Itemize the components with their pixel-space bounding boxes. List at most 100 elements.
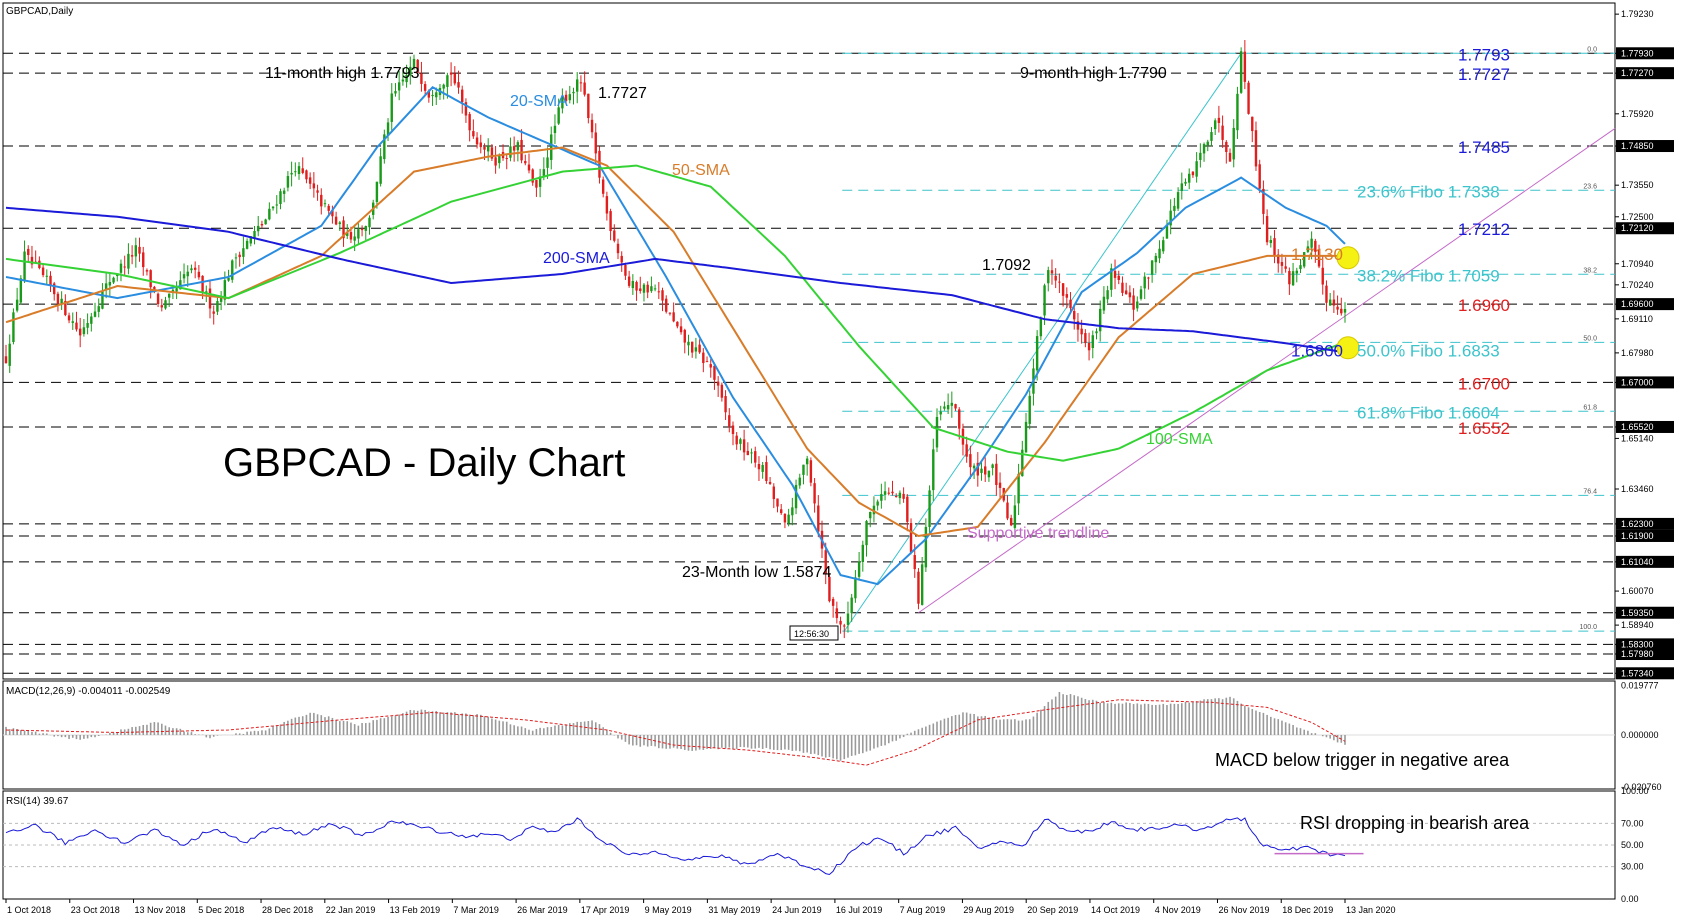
date-axis-label: 5 Dec 2018 [198,905,244,915]
price-level-box [1616,529,1674,542]
rsi-line [5,817,1346,876]
candle-body [1310,238,1313,248]
price-level-box-label: 1.65520 [1621,422,1654,432]
candle-body [357,229,360,239]
candle-body [97,306,100,312]
candle-body [1165,224,1169,239]
candle-body [227,277,230,281]
candle-body [442,84,445,89]
candle-body [891,491,894,494]
sma-cross-marker-lower [1336,336,1360,360]
price-level-box [1616,140,1674,153]
candle-body [1102,296,1106,311]
candle-body [464,102,468,116]
candle-body [409,66,412,76]
label-100-sma: 100-SMA [1146,431,1213,448]
candle-body [757,463,761,470]
candle-body [613,230,616,241]
candle-body [1280,262,1284,266]
candle-body [791,507,794,516]
price-level-box-label: 1.57980 [1621,649,1654,659]
date-axis-label: 26 Mar 2019 [517,905,568,915]
candle-body [887,492,890,494]
candle-body [1180,183,1184,191]
candle-body [568,94,571,101]
candle-body [1202,144,1206,154]
candle-body [661,290,664,301]
date-axis-label: 31 May 2019 [708,905,760,915]
candle-body [813,483,816,504]
candle-body [546,157,549,168]
candle-body [253,230,256,240]
candle-body [286,176,290,188]
candle-body [1150,260,1154,275]
candle-body [516,142,520,151]
date-axis-label: 13 Feb 2019 [390,905,441,915]
date-axis-label: 18 Dec 2019 [1282,905,1333,915]
candle-body [646,284,649,293]
candle-body [1043,285,1046,316]
candle-body [1221,125,1224,140]
price-level-box [1616,555,1674,568]
candle-body [1143,276,1146,289]
candle-body [724,396,727,413]
candle-body [635,281,638,291]
candle-body [15,299,19,311]
candle-body [323,203,327,205]
candle-body [1232,127,1235,160]
candle-body [1050,270,1054,274]
candle-body [486,146,490,152]
candle-body [1098,308,1102,332]
candle-body [995,463,998,486]
date-axis-label: 29 Aug 2019 [963,905,1014,915]
price-level-box-label: 1.62300 [1621,519,1654,529]
rsi-axis-label: 70.00 [1621,818,1644,828]
candle-body [809,460,813,483]
candle-body [946,405,950,410]
candle-body [698,344,701,353]
candle-body [650,286,653,292]
candle-body [193,267,197,270]
candle-body [1058,281,1061,283]
candle-body [1269,239,1273,244]
candle-body [865,521,868,546]
candle-body [23,251,26,281]
candle-body [275,204,278,206]
candle-body [12,312,15,343]
date-axis-label: 26 Nov 2019 [1218,905,1269,915]
sma-cross-marker-upper [1336,246,1360,270]
date-axis-label: 1 Oct 2018 [7,905,51,915]
candle-body [468,114,471,131]
sma-line-20-sma [5,86,1346,586]
price-level-box-label: 1.67000 [1621,377,1654,387]
candle-body [1154,255,1158,263]
candle-body [1188,173,1191,183]
right-level-label: 50.0% Fibo 1.6833 [1357,341,1500,360]
candle-body [594,132,597,154]
label-23-month-low: 23-Month low 1.5874 [682,564,832,581]
candle-body [368,217,371,228]
candle-body [765,462,768,482]
candle-body [279,191,282,204]
candle-body [954,404,957,409]
candle-body [1332,299,1336,306]
candle-body [386,122,390,136]
right-level-label: 61.8% Fibo 1.6604 [1357,403,1500,422]
candle-body [902,493,905,499]
candle-body [590,119,594,133]
candle-body [731,425,735,435]
candle-body [1162,240,1165,252]
candle-body [334,216,338,225]
candle-body [257,225,260,232]
candle-body [880,494,883,501]
candle-body [1306,246,1310,252]
rsi-axis-label: 50.00 [1621,840,1644,850]
candle-body [1106,290,1109,300]
candle-body [505,158,508,160]
candle-body [869,511,872,519]
candle-body [1247,82,1250,114]
candle-body [446,75,449,87]
candle-body [920,564,924,605]
candle-body [624,265,627,276]
candle-body [320,194,323,207]
